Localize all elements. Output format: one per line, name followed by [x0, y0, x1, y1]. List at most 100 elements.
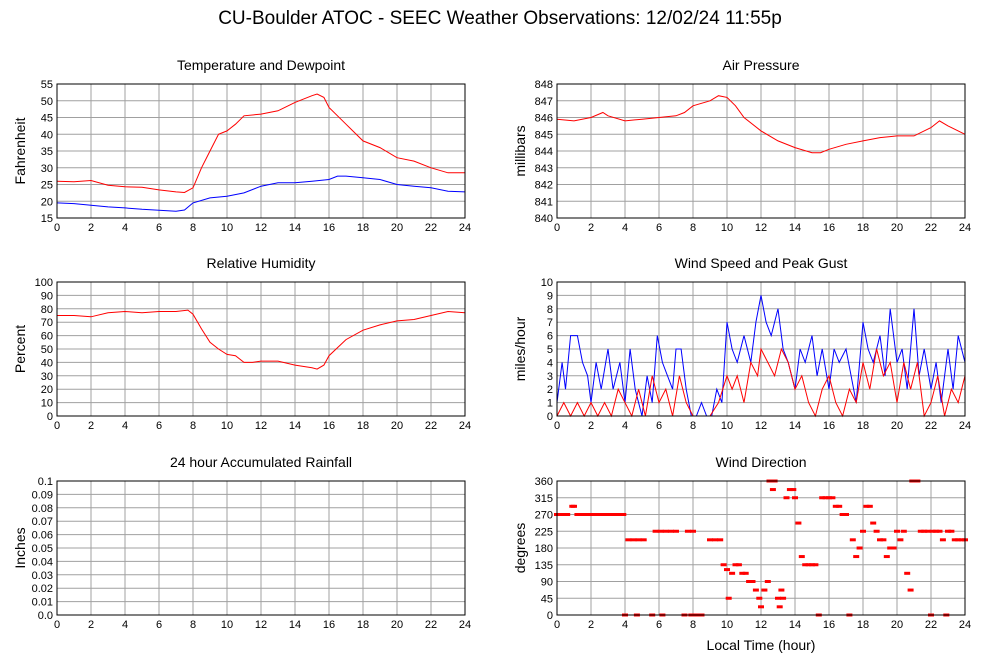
chart-wind-direction-frame	[556, 480, 966, 616]
chart-wind-direction-xtick-label: 14	[789, 619, 801, 631]
chart-wind-direction-point	[790, 488, 797, 492]
chart-temperature-and-dewpoint-xtick-label: 12	[255, 222, 267, 234]
chart-air-pressure-xtick-label: 2	[588, 222, 594, 234]
chart-wind-direction-point	[720, 563, 727, 567]
chart-wind-direction-point	[742, 571, 749, 575]
chart-air-pressure-xtick-label: 20	[891, 222, 903, 234]
chart-relative-humidity-xtick-label: 10	[221, 420, 233, 432]
chart-wind-direction-point	[559, 513, 566, 516]
chart-wind-direction-point	[732, 563, 739, 567]
chart-24-hour-accumulated-rainfall-xtick-label: 2	[88, 619, 94, 631]
chart-wind-direction-point	[819, 496, 826, 500]
chart-temperature-and-dewpoint-ytick-label: 45	[41, 113, 53, 125]
chart-temperature-and-dewpoint-ytick-label: 55	[41, 79, 53, 91]
chart-air-pressure-xtick-label: 6	[656, 222, 662, 234]
chart-wind-direction-point	[761, 588, 768, 592]
chart-wind-direction-title: Wind Direction	[715, 454, 806, 470]
chart-wind-direction-point	[795, 521, 802, 525]
chart-wind-speed-and-peak-gust-xtick-label: 16	[823, 420, 835, 432]
chart-air-pressure-xtick-label: 8	[690, 222, 696, 234]
chart-relative-humidity-ytick-label: 60	[41, 331, 53, 343]
chart-wind-direction-point	[945, 529, 951, 533]
chart-wind-direction-point	[610, 513, 617, 516]
chart-wind-direction-ytick-label: 45	[541, 593, 553, 605]
chart-wind-direction-point	[776, 605, 783, 609]
chart-wind-direction-point	[917, 529, 924, 533]
chart-24-hour-accumulated-rainfall-xtick-label: 8	[190, 619, 196, 631]
chart-wind-direction-point	[749, 580, 756, 583]
chart-wind-direction-point	[863, 504, 870, 508]
chart-temperature-and-dewpoint-xtick-label: 6	[156, 222, 162, 234]
chart-24-hour-accumulated-rainfall-ytick-label: 0.01	[32, 597, 53, 609]
chart-wind-direction-ytick-label: 270	[535, 510, 553, 522]
chart-wind-direction-point	[635, 538, 642, 542]
chart-wind-direction-point	[792, 496, 798, 500]
chart-wind-direction-point	[746, 580, 753, 583]
chart-temperature-and-dewpoint-ytick-label: 20	[41, 196, 53, 208]
chart-wind-direction-point	[667, 529, 674, 533]
chart-relative-humidity-ytick-label: 20	[41, 384, 53, 396]
chart-wind-direction-xtick-label: 2	[588, 619, 594, 631]
chart-wind-direction-point	[933, 529, 940, 533]
chart-air-pressure-ytick-label: 846	[535, 113, 553, 125]
chart-wind-direction-point	[822, 496, 829, 500]
chart-24-hour-accumulated-rainfall-ytick-label: 0.03	[32, 570, 53, 582]
chart-wind-direction-point	[579, 513, 586, 516]
chart-relative-humidity-xtick-label: 0	[54, 420, 60, 432]
chart-relative-humidity-ytick-label: 50	[41, 344, 53, 356]
chart-wind-direction-point	[758, 605, 764, 609]
chart-wind-speed-and-peak-gust-series-line-0	[556, 295, 966, 417]
chart-wind-direction-point	[735, 563, 742, 567]
chart-wind-direction-point	[836, 504, 843, 508]
chart-wind-direction-point	[640, 538, 647, 542]
chart-wind-direction-xtick-label: 24	[959, 619, 971, 631]
chart-relative-humidity-xtick-label: 16	[323, 420, 335, 432]
chart-wind-direction-point	[564, 513, 571, 516]
chart-wind-direction-point	[657, 529, 664, 533]
chart-wind-speed-and-peak-gust-series-line-1	[556, 347, 966, 418]
chart-wind-speed-and-peak-gust-xtick-label: 0	[554, 420, 560, 432]
chart-relative-humidity-ytick-label: 70	[41, 317, 53, 329]
chart-wind-direction-point	[887, 546, 894, 550]
chart-wind-direction-point	[712, 538, 719, 542]
chart-relative-humidity-xtick-label: 4	[122, 420, 128, 432]
chart-wind-direction-xtick-label: 18	[857, 619, 869, 631]
chart-wind-direction-point	[756, 596, 763, 600]
chart-wind-direction-point	[900, 529, 907, 533]
chart-temperature-and-dewpoint-xtick-label: 8	[190, 222, 196, 234]
chart-wind-direction-xtick-label: 0	[554, 619, 560, 631]
chart-temperature-and-dewpoint-ytick-label: 35	[41, 146, 53, 158]
chart-wind-direction-point	[860, 529, 866, 533]
chart-24-hour-accumulated-rainfall-xtick-label: 0	[54, 619, 60, 631]
chart-wind-direction-point	[829, 496, 836, 500]
chart-wind-direction-ylabel: degrees	[512, 523, 528, 574]
chart-24-hour-accumulated-rainfall-xtick-label: 18	[357, 619, 369, 631]
chart-wind-speed-and-peak-gust-xtick-label: 6	[656, 420, 662, 432]
chart-air-pressure-xtick-label: 22	[925, 222, 937, 234]
chart-wind-direction-xtick-label: 16	[823, 619, 835, 631]
chart-wind-direction-point	[673, 529, 679, 533]
chart-wind-direction-point	[853, 555, 860, 559]
chart-24-hour-accumulated-rainfall-xtick-label: 20	[391, 619, 403, 631]
chart-wind-direction-point	[877, 538, 883, 542]
chart-temperature-and-dewpoint-ytick-label: 25	[41, 180, 53, 192]
chart-air-pressure-ytick-label: 841	[535, 196, 553, 208]
chart-temperature-and-dewpoint-ytick-label: 40	[41, 129, 53, 141]
chart-relative-humidity-xtick-label: 12	[255, 420, 267, 432]
chart-24-hour-accumulated-rainfall-xtick-label: 4	[122, 619, 128, 631]
chart-wind-direction-point	[574, 513, 581, 516]
chart-wind-direction-xtick-label: 6	[656, 619, 662, 631]
chart-temperature-and-dewpoint-xtick-label: 0	[54, 222, 60, 234]
page-title: CU-Boulder ATOC - SEEC Weather Observati…	[218, 8, 782, 29]
chart-wind-direction-xtick-label: 4	[622, 619, 628, 631]
chart-wind-direction-point	[812, 563, 819, 567]
chart-temperature-and-dewpoint-frame	[56, 83, 466, 219]
chart-wind-direction-point	[839, 513, 846, 516]
chart-wind-speed-and-peak-gust-xtick-label: 20	[891, 420, 903, 432]
chart-wind-direction-point	[707, 538, 713, 542]
chart-wind-speed-and-peak-gust-xtick-label: 18	[857, 420, 869, 432]
chart-wind-direction-point	[652, 529, 659, 533]
chart-wind-direction-point	[599, 513, 606, 516]
